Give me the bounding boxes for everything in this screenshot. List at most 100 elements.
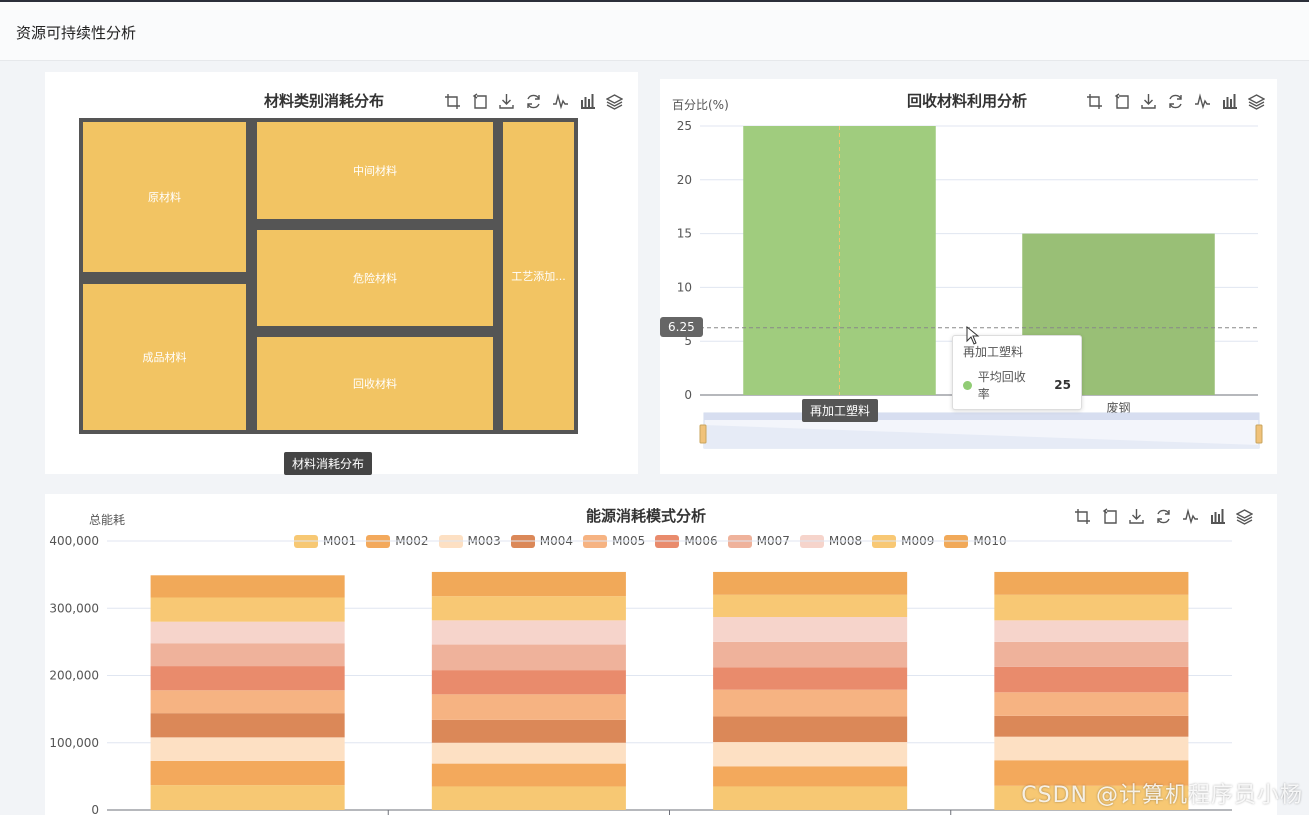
stacked-bar-segment[interactable] bbox=[713, 571, 908, 595]
crop-icon[interactable] bbox=[443, 92, 462, 111]
stacked-bar-segment[interactable] bbox=[150, 597, 345, 622]
stacked-bar-segment[interactable] bbox=[713, 667, 908, 690]
stacked-bar-segment[interactable] bbox=[150, 621, 345, 644]
bar-chart-icon[interactable] bbox=[578, 92, 597, 111]
watermark: CSDN @计算机程序员小杨 bbox=[1021, 783, 1303, 808]
stack-icon[interactable] bbox=[1247, 92, 1266, 111]
stacked-bar-segment[interactable] bbox=[713, 641, 908, 668]
stacked-bar-segment[interactable] bbox=[994, 760, 1189, 786]
stacked-bar-segment[interactable] bbox=[713, 689, 908, 717]
y-tick-label: 10 bbox=[677, 280, 692, 294]
treemap-cell-label: 危险材料 bbox=[353, 271, 397, 285]
stacked-bar-segment[interactable] bbox=[431, 694, 626, 720]
bar-chart-icon[interactable] bbox=[1220, 92, 1239, 111]
stacked-bar-segment[interactable] bbox=[994, 785, 1189, 810]
data-zoom-handle-left[interactable] bbox=[699, 424, 707, 444]
undo-icon[interactable] bbox=[1100, 507, 1119, 526]
download-icon[interactable] bbox=[1139, 92, 1158, 111]
stacked-bar-segment[interactable] bbox=[994, 571, 1189, 595]
stacked-bar-segment[interactable] bbox=[431, 620, 626, 645]
undo-icon[interactable] bbox=[470, 92, 489, 111]
stacked-bar-segment[interactable] bbox=[431, 571, 626, 597]
stacked-bar-segment[interactable] bbox=[150, 643, 345, 667]
stacked-bar-segment[interactable] bbox=[713, 742, 908, 767]
energy-chart[interactable]: 总能耗 0 100,000 200,000 300,000 400,000 bbox=[45, 494, 1277, 815]
stacked-bar-segment[interactable] bbox=[713, 594, 908, 617]
stacked-bar-segment[interactable] bbox=[713, 766, 908, 787]
refresh-icon[interactable] bbox=[1154, 507, 1173, 526]
stacked-bar-segment[interactable] bbox=[150, 760, 345, 786]
crop-icon[interactable] bbox=[1085, 92, 1104, 111]
treemap-cell-label: 原材料 bbox=[148, 190, 181, 204]
stacked-bar-segment[interactable] bbox=[713, 616, 908, 642]
data-zoom-selection[interactable] bbox=[704, 413, 1259, 420]
y-axis-name: 总能耗 bbox=[89, 513, 125, 527]
data-zoom-handle-right[interactable] bbox=[1255, 424, 1263, 444]
stacked-bar-segment[interactable] bbox=[994, 666, 1189, 693]
y-tick-label: 0 bbox=[684, 388, 692, 402]
refresh-icon[interactable] bbox=[524, 92, 543, 111]
treemap-cell[interactable] bbox=[257, 122, 493, 219]
ref-line-badge: 6.25 bbox=[660, 317, 703, 337]
stacked-bar-segment[interactable] bbox=[713, 786, 908, 810]
refresh-icon[interactable] bbox=[1166, 92, 1185, 111]
download-icon[interactable] bbox=[1127, 507, 1146, 526]
stacked-bar-segment[interactable] bbox=[150, 666, 345, 691]
stacked-bar-segment[interactable] bbox=[994, 736, 1189, 761]
stacked-bar-segment[interactable] bbox=[431, 742, 626, 764]
treemap-cell-label: 工艺添加... bbox=[511, 269, 566, 283]
download-icon[interactable] bbox=[497, 92, 516, 111]
stacked-bar-segment[interactable] bbox=[150, 713, 345, 738]
stacked-bar-segment[interactable] bbox=[994, 594, 1189, 621]
treemap-cell[interactable] bbox=[257, 230, 493, 326]
treemap-cell-label: 中间材料 bbox=[353, 164, 397, 178]
undo-icon[interactable] bbox=[1112, 92, 1131, 111]
y-tick-label: 200,000 bbox=[49, 669, 99, 683]
line-chart-icon[interactable] bbox=[551, 92, 570, 111]
page-header: 资源可持续性分析 bbox=[0, 2, 1309, 61]
tooltip-series-dot bbox=[963, 380, 972, 390]
stacked-bar-segment[interactable] bbox=[994, 641, 1189, 667]
window-top-border bbox=[0, 0, 1309, 2]
stacked-bar-segment[interactable] bbox=[431, 670, 626, 695]
stacked-bar-segment[interactable] bbox=[713, 716, 908, 743]
stacked-bar-segment[interactable] bbox=[431, 786, 626, 810]
treemap-cell-label: 成品材料 bbox=[143, 350, 187, 364]
stacked-bar-segment[interactable] bbox=[994, 715, 1189, 737]
stack-icon[interactable] bbox=[1235, 507, 1254, 526]
stacked-bar-segment[interactable] bbox=[994, 692, 1189, 716]
stacked-bar-segment[interactable] bbox=[150, 575, 345, 598]
tooltip-value: 25 bbox=[1054, 378, 1071, 392]
stacked-bar-segment[interactable] bbox=[150, 690, 345, 714]
stack-icon[interactable] bbox=[605, 92, 624, 111]
y-tick-label: 25 bbox=[677, 119, 692, 133]
stacked-bar-segment[interactable] bbox=[150, 785, 345, 810]
energy-title: 能源消耗模式分析 bbox=[586, 507, 707, 525]
chart-tooltip: 再加工塑料 平均回收率 25 bbox=[952, 335, 1082, 410]
stacked-bar-segment[interactable] bbox=[431, 763, 626, 787]
treemap-cell[interactable] bbox=[257, 337, 493, 430]
stacked-bar-segment[interactable] bbox=[431, 719, 626, 743]
stacked-bar-segment[interactable] bbox=[431, 644, 626, 671]
bar-chart-icon[interactable] bbox=[1208, 507, 1227, 526]
treemap-cell[interactable] bbox=[83, 122, 246, 272]
line-chart-icon[interactable] bbox=[1181, 507, 1200, 526]
crop-icon[interactable] bbox=[1073, 507, 1092, 526]
treemap-cell[interactable] bbox=[83, 284, 246, 430]
treemap-breadcrumb[interactable]: 材料消耗分布 bbox=[284, 452, 373, 475]
recycle-title: 回收材料利用分析 bbox=[907, 92, 1028, 110]
y-axis-name: 百分比(%) bbox=[672, 98, 729, 112]
y-tick-label: 15 bbox=[677, 227, 692, 241]
stacked-bar-segment[interactable] bbox=[431, 596, 626, 621]
stacked-bar-segment[interactable] bbox=[150, 737, 345, 761]
data-zoom-slider[interactable] bbox=[699, 412, 1263, 449]
energy-card: 能源消耗模式分析 M001 M002 M003 M004 M005 M006 M007 M00… bbox=[45, 494, 1277, 815]
recycle-chart[interactable]: 百分比(%)0510152025再加工塑料废钢 bbox=[660, 79, 1277, 474]
treemap-toolbox bbox=[443, 92, 624, 111]
treemap-cell[interactable] bbox=[503, 122, 574, 430]
data-zoom-shadow bbox=[704, 425, 1259, 448]
line-chart-icon[interactable] bbox=[1193, 92, 1212, 111]
y-tick-label: 400,000 bbox=[49, 534, 99, 548]
stacked-bar-segment[interactable] bbox=[994, 620, 1189, 642]
